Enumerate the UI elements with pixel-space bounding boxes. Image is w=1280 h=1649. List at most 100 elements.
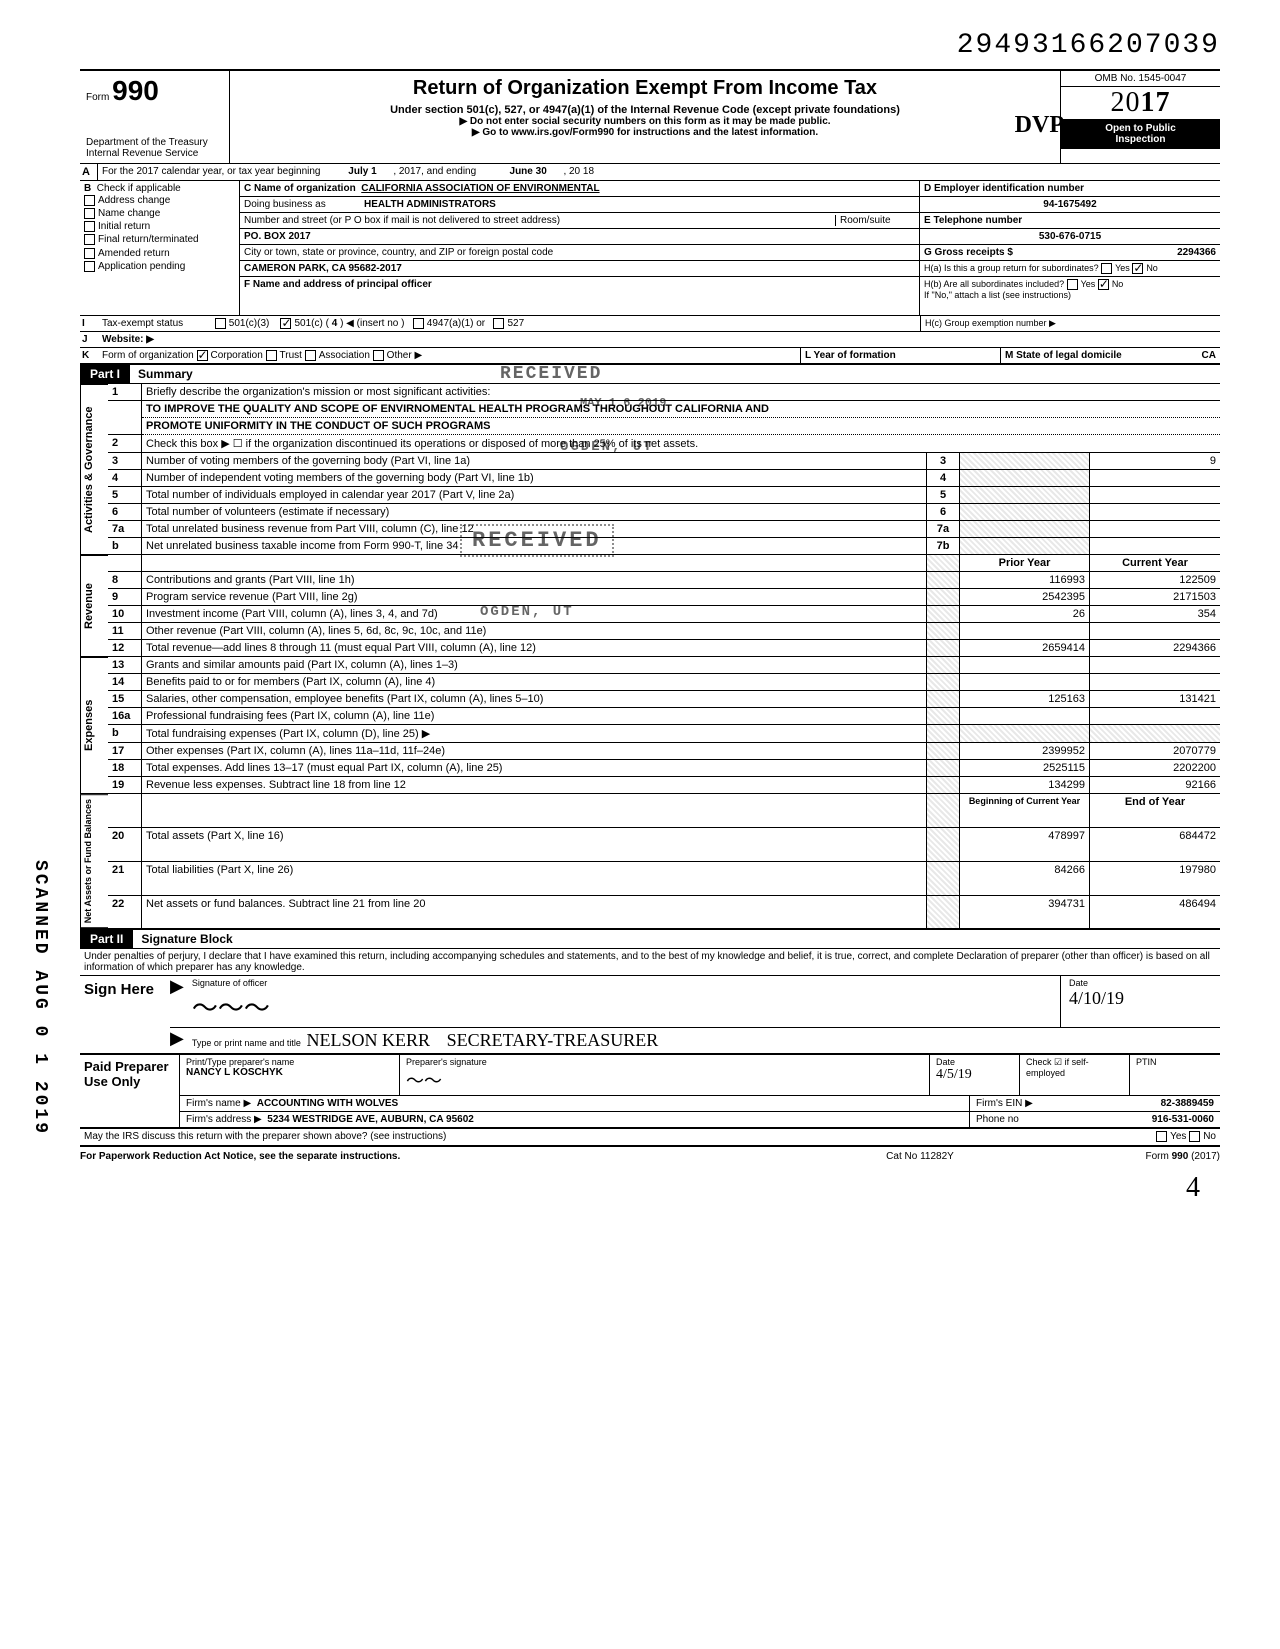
j-label: J — [80, 332, 98, 347]
end-year-header: End of Year — [1090, 794, 1220, 828]
label-amended: Amended return — [98, 248, 170, 259]
check-final-return[interactable] — [84, 234, 95, 245]
irs-label: Internal Revenue Service — [86, 148, 223, 159]
check-initial-return[interactable] — [84, 221, 95, 232]
check-association[interactable] — [305, 350, 316, 361]
part-i-title: Summary — [130, 365, 1220, 383]
h-b-label: H(b) Are all subordinates included? — [924, 279, 1064, 289]
check-trust[interactable] — [266, 350, 277, 361]
tax-year-end: June 30 — [510, 166, 547, 177]
check-corporation[interactable] — [197, 350, 208, 361]
footer-center: Cat No 11282Y — [820, 1151, 1020, 1162]
org-name: CALIFORNIA ASSOCIATION OF ENVIRONMENTAL — [361, 183, 599, 194]
ag-row-val: 9 — [1090, 453, 1220, 470]
tax-year-begin: July 1 — [348, 166, 376, 177]
check-hb-yes[interactable] — [1067, 279, 1078, 290]
label-final-return: Final return/terminated — [98, 235, 199, 246]
label-corporation: Corporation — [211, 350, 263, 361]
form-subtitle: Under section 501(c), 527, or 4947(a)(1)… — [236, 104, 1054, 116]
type-arrow-icon: ▶ — [170, 1028, 184, 1053]
firm-ein: 82-3889459 — [1161, 1098, 1214, 1109]
room-label: Room/suite — [835, 215, 915, 226]
tax-exempt-label: Tax-exempt status — [102, 318, 212, 329]
check-self-employed: Check ☑ if self-employed — [1020, 1055, 1130, 1095]
handwritten-page-number: 4 — [80, 1172, 1200, 1204]
line-i: I Tax-exempt status 501(c)(3) 501(c) ( 4… — [80, 316, 1220, 332]
discuss-row: May the IRS discuss this return with the… — [80, 1129, 1220, 1146]
check-ha-no[interactable] — [1132, 263, 1143, 274]
preparer-sig-label: Preparer's signature — [406, 1057, 923, 1067]
check-other[interactable] — [373, 350, 384, 361]
label-527: 527 — [507, 318, 524, 329]
paid-preparer-label: Paid Preparer Use Only — [80, 1055, 180, 1127]
mission-line-1: TO IMPROVE THE QUALITY AND SCOPE OF ENVI… — [146, 403, 769, 415]
footer-right: Form 990 (2017) — [1146, 1151, 1220, 1162]
line-a-text: For the 2017 calendar year, or tax year … — [102, 166, 320, 177]
footer-left: For Paperwork Reduction Act Notice, see … — [80, 1151, 820, 1162]
ssn-warning: ▶ Do not enter social security numbers o… — [459, 116, 830, 127]
label-initial-return: Initial return — [98, 221, 150, 232]
ein-value: 94-1675492 — [1043, 199, 1096, 210]
firm-name-label: Firm's name ▶ — [186, 1098, 251, 1109]
mission-line-2: PROMOTE UNIFORMITY IN THE CONDUCT OF SUC… — [146, 420, 490, 432]
e-phone-label: E Telephone number — [924, 215, 1022, 226]
check-amended[interactable] — [84, 248, 95, 259]
form-number: 990 — [112, 75, 159, 106]
signature-officer-label: Signature of officer — [192, 978, 1052, 988]
check-hb-no[interactable] — [1098, 279, 1109, 290]
check-527[interactable] — [493, 318, 504, 329]
document-id-number: 29493166207039 — [80, 30, 1220, 61]
section-activities-governance: Activities & Governance — [80, 384, 108, 555]
part-ii-title: Signature Block — [133, 930, 1220, 948]
summary-table: Activities & Governance 1 Briefly descri… — [80, 384, 1220, 930]
501c-tail: ) ◀ (insert no ) — [340, 318, 404, 329]
form-label: Form — [86, 92, 109, 103]
preparer-signature: ～～ — [406, 1071, 442, 1091]
sign-here-label: Sign Here — [84, 980, 166, 1000]
label-name-change: Name change — [98, 208, 160, 219]
check-if-applicable: Check if applicable — [97, 183, 181, 194]
gross-receipts: 2294366 — [1177, 247, 1216, 258]
mission-label: Briefly describe the organization's miss… — [146, 386, 490, 398]
d-ein-label: D Employer identification number — [924, 183, 1084, 194]
tax-year: 20201717 — [1061, 87, 1220, 119]
label-application-pending: Application pending — [98, 261, 185, 272]
state-domicile-label: M State of legal domicile — [1005, 350, 1122, 361]
label-501c3: 501(c)(3) — [229, 318, 270, 329]
c-name-label: C Name of organization — [244, 183, 356, 194]
paid-preparer-block: Paid Preparer Use Only Print/Type prepar… — [80, 1055, 1220, 1129]
check-application-pending[interactable] — [84, 261, 95, 272]
check-name-change[interactable] — [84, 208, 95, 219]
sig-date-value: 4/10/19 — [1069, 988, 1212, 1009]
beginning-year-header: Beginning of Current Year — [960, 794, 1090, 828]
line-2-checkbox-text: Check this box ▶ ☐ if the organization d… — [142, 435, 1220, 453]
label-address-change: Address change — [98, 195, 170, 206]
h-no-note: If "No," attach a list (see instructions… — [924, 290, 1216, 300]
check-4947[interactable] — [413, 318, 424, 329]
check-discuss-yes[interactable] — [1156, 1131, 1167, 1142]
goto-url: ▶ Go to www.irs.gov/Form990 for instruct… — [236, 127, 1054, 138]
check-501c[interactable] — [280, 318, 291, 329]
sig-date-label: Date — [1069, 978, 1212, 988]
street-value: PO. BOX 2017 — [244, 231, 311, 242]
open-public-2: Inspection — [1063, 134, 1218, 145]
h-a-label: H(a) Is this a group return for subordin… — [924, 263, 1099, 273]
form-header: Form 990 Department of the Treasury Inte… — [80, 69, 1220, 164]
preparer-name: NANCY L KOSCHYK — [186, 1067, 283, 1078]
dba-label: Doing business as — [244, 199, 364, 210]
omb-number: OMB No. 1545-0047 — [1061, 71, 1220, 87]
label-trust: Trust — [280, 350, 302, 361]
firm-name: ACCOUNTING WITH WOLVES — [257, 1098, 398, 1109]
501c-number: 4 — [332, 318, 338, 329]
check-discuss-no[interactable] — [1189, 1131, 1200, 1142]
check-ha-yes[interactable] — [1101, 263, 1112, 274]
part-ii-label: Part II — [80, 930, 133, 948]
check-address-change[interactable] — [84, 195, 95, 206]
phone-value: 530-676-0715 — [1039, 231, 1101, 242]
line-j: J Website: ▶ — [80, 332, 1220, 348]
signature-arrow-icon: ▶ — [170, 976, 184, 1027]
check-501c3[interactable] — [215, 318, 226, 329]
ag-row-desc: Number of voting members of the governin… — [142, 453, 926, 470]
block-b-through-h: B Check if applicable Address change Nam… — [80, 181, 1220, 316]
year-formation-label: L Year of formation — [805, 350, 896, 361]
